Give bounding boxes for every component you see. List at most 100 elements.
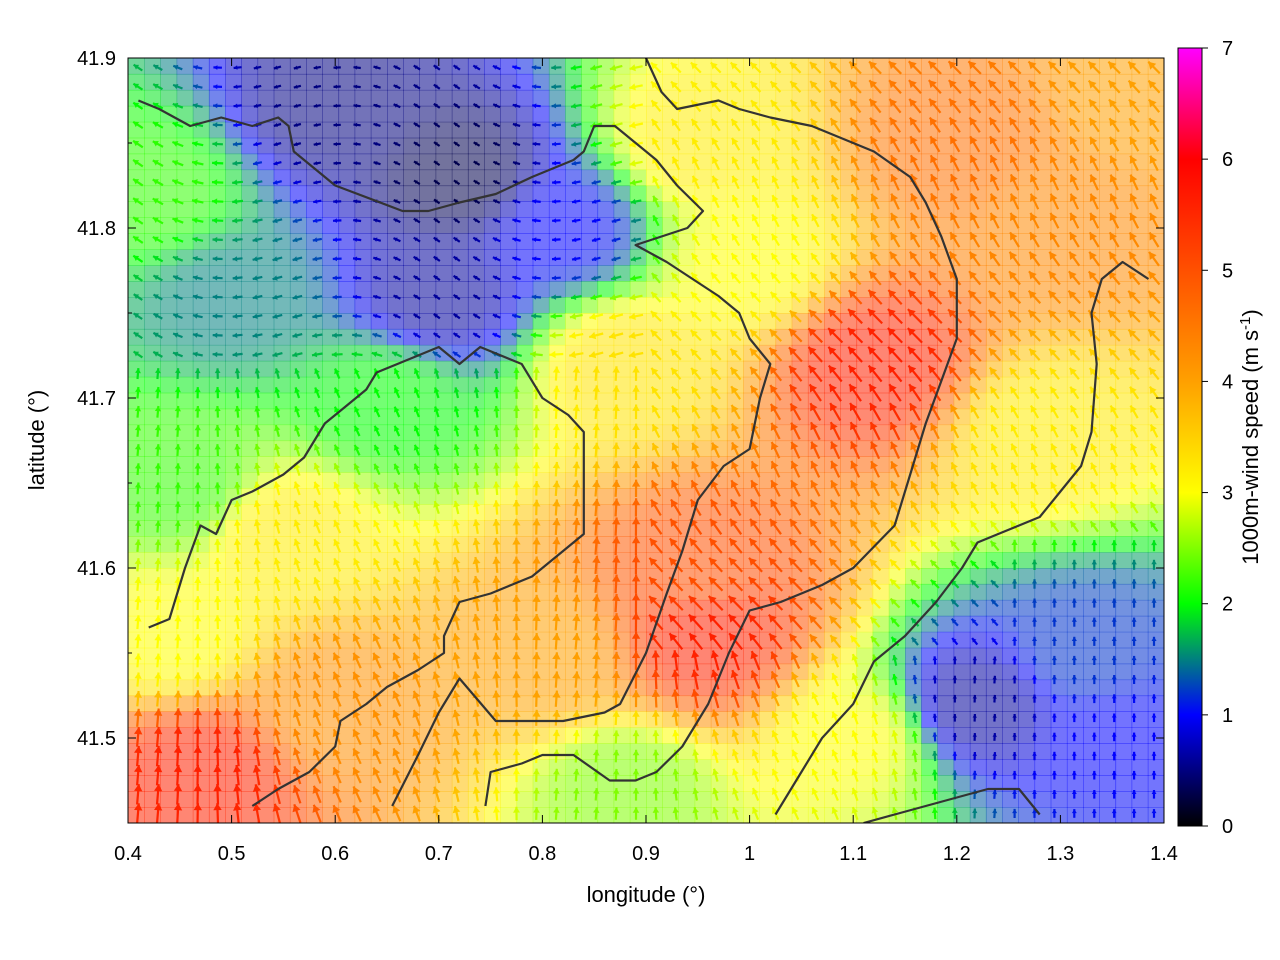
- heatmap-cell: [565, 392, 582, 410]
- heatmap-cell: [1083, 727, 1100, 744]
- heatmap-cell: [257, 631, 275, 649]
- heatmap-cell: [548, 185, 566, 202]
- heatmap-cell: [419, 89, 437, 107]
- heatmap-cell: [419, 583, 437, 601]
- heatmap-cell: [1115, 153, 1133, 171]
- heatmap-cell: [500, 408, 518, 426]
- heatmap-cell: [467, 408, 485, 426]
- heatmap-cell: [807, 281, 825, 298]
- heatmap-cell: [322, 201, 340, 218]
- heatmap-cell: [387, 424, 404, 442]
- heatmap-cell: [613, 456, 631, 473]
- heatmap-cell: [484, 679, 501, 697]
- heatmap-cell: [451, 488, 469, 505]
- heatmap-cell: [208, 297, 226, 314]
- heatmap-cell: [1018, 297, 1036, 314]
- heatmap-cell: [192, 488, 210, 505]
- heatmap-cell: [1018, 743, 1036, 760]
- heatmap-cell: [435, 73, 453, 91]
- heatmap-cell: [646, 695, 663, 712]
- heatmap-cell: [953, 679, 971, 697]
- heatmap-cell: [435, 440, 453, 457]
- heatmap-cell: [257, 297, 275, 314]
- heatmap-cell: [565, 759, 582, 776]
- heatmap-cell: [338, 504, 356, 521]
- heatmap-cell: [128, 599, 145, 617]
- heatmap-cell: [354, 169, 372, 187]
- heatmap-cell: [532, 201, 550, 218]
- heatmap-cell: [500, 313, 518, 330]
- heatmap-cell: [613, 392, 631, 410]
- heatmap-cell: [467, 137, 485, 155]
- heatmap-cell: [208, 392, 226, 410]
- heatmap-cell: [597, 711, 615, 728]
- heatmap-cell: [257, 281, 275, 298]
- heatmap-cell: [289, 631, 307, 649]
- heatmap-cell: [225, 615, 242, 633]
- heatmap-cell: [500, 504, 518, 521]
- heatmap-cell: [1115, 456, 1133, 473]
- heatmap-cell: [937, 631, 955, 649]
- heatmap-cell: [662, 775, 679, 792]
- heatmap-cell: [597, 265, 615, 282]
- heatmap-cell: [241, 328, 259, 346]
- heatmap-cell: [548, 233, 566, 250]
- heatmap-cell: [1147, 759, 1164, 776]
- heatmap-cell: [1034, 360, 1052, 378]
- heatmap-cell: [241, 807, 259, 823]
- heatmap-cell: [419, 424, 437, 442]
- heatmap-cell: [160, 249, 178, 266]
- heatmap-cell: [565, 807, 582, 823]
- heatmap-cell: [273, 185, 291, 202]
- heatmap-cell: [807, 89, 825, 107]
- heatmap-cell: [419, 408, 437, 426]
- heatmap-cell: [548, 169, 566, 187]
- heatmap-cell: [208, 265, 226, 282]
- heatmap-cell: [1115, 695, 1133, 712]
- heatmap-cell: [128, 456, 145, 473]
- heatmap-cell: [338, 249, 356, 266]
- heatmap-cell: [192, 153, 210, 171]
- heatmap-cell: [1147, 743, 1164, 760]
- heatmap-cell: [1083, 583, 1100, 601]
- heatmap-cell: [629, 504, 647, 521]
- heatmap-cell: [338, 58, 356, 75]
- heatmap-cell: [160, 568, 178, 585]
- heatmap-cell: [775, 488, 793, 505]
- heatmap-cell: [953, 536, 971, 553]
- heatmap-cell: [306, 233, 323, 250]
- heatmap-cell: [160, 201, 178, 218]
- heatmap-cell: [241, 137, 259, 155]
- heatmap-cell: [856, 488, 874, 505]
- heatmap-cell: [565, 552, 582, 569]
- heatmap-cell: [467, 121, 485, 139]
- heatmap-cell: [629, 408, 647, 426]
- heatmap-cell: [597, 679, 615, 697]
- heatmap-cell: [403, 328, 420, 346]
- heatmap-cell: [581, 153, 599, 171]
- heatmap-cell: [176, 679, 194, 697]
- heatmap-cell: [257, 73, 275, 91]
- heatmap-cell: [1115, 663, 1133, 681]
- heatmap-cell: [597, 807, 615, 823]
- heatmap-cell: [322, 695, 340, 712]
- heatmap-cell: [338, 440, 356, 457]
- heatmap-cell: [451, 89, 469, 107]
- heatmap-cell: [629, 281, 647, 298]
- heatmap-cell: [160, 185, 178, 202]
- heatmap-cell: [176, 185, 194, 202]
- heatmap-cell: [435, 185, 453, 202]
- heatmap-cell: [176, 695, 194, 712]
- heatmap-cell: [548, 472, 566, 489]
- heatmap-cell: [1066, 58, 1084, 75]
- heatmap-cell: [338, 297, 356, 314]
- heatmap-cell: [273, 89, 291, 107]
- heatmap-cell: [419, 631, 437, 649]
- heatmap-cell: [1034, 743, 1052, 760]
- heatmap-cell: [629, 536, 647, 553]
- heatmap-cell: [581, 743, 599, 760]
- heatmap-cell: [306, 58, 323, 75]
- heatmap-cell: [128, 169, 145, 187]
- heatmap-cell: [1147, 711, 1164, 728]
- heatmap-cell: [322, 105, 340, 123]
